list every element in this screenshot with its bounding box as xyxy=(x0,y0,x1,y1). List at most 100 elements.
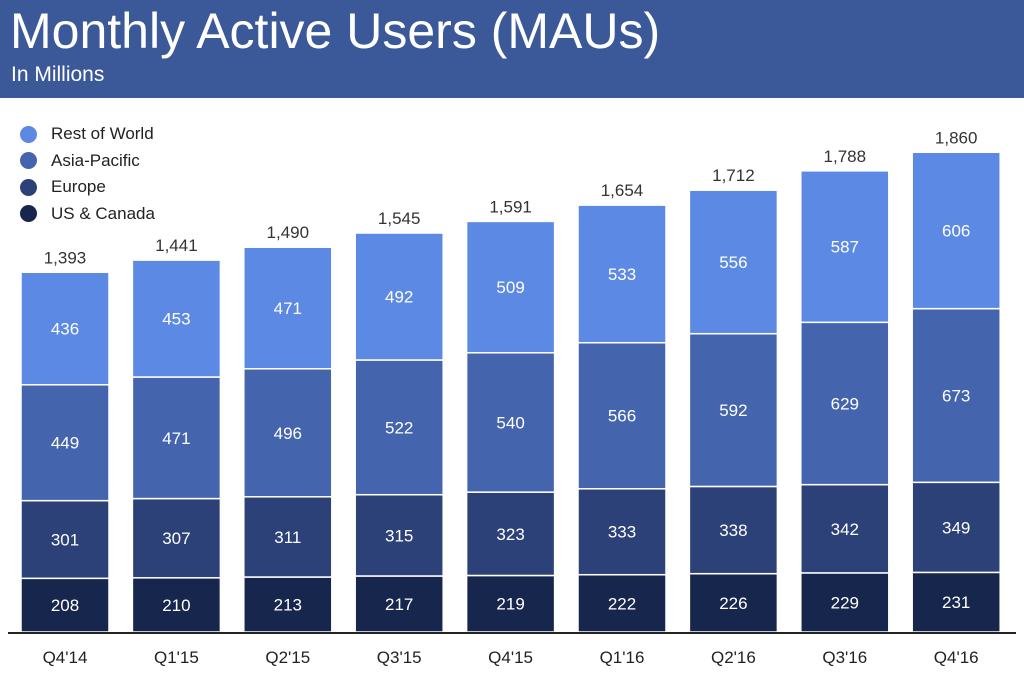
legend-swatch-icon xyxy=(20,205,37,223)
chart-subtitle: In Millions xyxy=(11,63,105,86)
segment-value-label: 471 xyxy=(162,429,190,448)
segment-value-label: 540 xyxy=(496,413,524,432)
x-tick-label: Q1'15 xyxy=(154,648,199,667)
bar-segment xyxy=(800,572,890,633)
bar-segment xyxy=(577,341,667,490)
header-banner: Monthly Active Users (MAUs) In Millions xyxy=(0,0,1024,98)
segment-value-label: 436 xyxy=(51,320,79,339)
legend-label: US & Canada xyxy=(51,203,155,223)
x-tick-label: Q4'15 xyxy=(488,648,533,667)
total-value-label: 1,441 xyxy=(155,236,198,255)
segment-value-label: 556 xyxy=(719,253,747,272)
segment-value-label: 222 xyxy=(608,594,636,613)
bar-segment xyxy=(911,151,1001,310)
segment-value-label: 208 xyxy=(51,596,79,615)
bar-segment xyxy=(243,576,333,633)
segment-value-label: 213 xyxy=(274,596,302,615)
segment-value-label: 471 xyxy=(274,299,302,318)
segment-value-label: 311 xyxy=(274,528,301,547)
bar-segment xyxy=(354,359,444,496)
segment-value-label: 229 xyxy=(831,593,859,612)
segment-value-label: 449 xyxy=(51,434,79,453)
segment-value-label: 533 xyxy=(608,265,636,284)
segment-value-label: 592 xyxy=(719,401,747,420)
legend-item: Europe xyxy=(20,174,155,201)
bar-segment xyxy=(354,493,444,577)
total-value-label: 1,788 xyxy=(824,147,867,166)
segment-value-label: 629 xyxy=(831,394,859,413)
chart-title: Monthly Active Users (MAUs) xyxy=(10,3,661,59)
total-value-label: 1,654 xyxy=(601,181,644,200)
bar-segment xyxy=(800,483,890,574)
x-tick-label: Q2'16 xyxy=(711,648,756,667)
total-value-label: 1,393 xyxy=(44,248,87,267)
bar-segment xyxy=(243,246,333,370)
bar-segment xyxy=(465,574,556,633)
bar-segment xyxy=(911,571,1001,633)
segment-value-label: 522 xyxy=(385,418,413,437)
total-value-label: 1,545 xyxy=(378,209,421,228)
legend-item: US & Canada xyxy=(20,201,155,228)
total-value-label: 1,591 xyxy=(489,197,532,216)
segment-value-label: 338 xyxy=(719,521,747,540)
segment-value-label: 315 xyxy=(385,526,413,545)
bar-segment xyxy=(131,376,222,500)
bar-segment xyxy=(688,485,779,575)
bar-segment xyxy=(911,481,1001,574)
segment-value-label: 323 xyxy=(496,525,524,544)
segment-value-label: 496 xyxy=(274,424,302,443)
bar-segment xyxy=(911,307,1001,484)
segment-value-label: 349 xyxy=(942,518,970,537)
segment-value-label: 231 xyxy=(942,593,970,612)
bar-segment xyxy=(20,499,110,580)
total-value-label: 1,490 xyxy=(267,223,310,242)
legend-swatch-icon xyxy=(20,125,37,143)
segment-value-label: 301 xyxy=(51,530,79,549)
bar-segment xyxy=(688,189,779,335)
bar-segment xyxy=(577,488,667,576)
legend-label: Asia-Pacific xyxy=(51,150,140,170)
legend-swatch-icon xyxy=(20,152,37,170)
bar-segment xyxy=(354,575,444,633)
bar-segment xyxy=(465,220,556,354)
bar-segment xyxy=(688,332,779,488)
total-value-label: 1,860 xyxy=(935,128,978,147)
bar-segment xyxy=(800,170,890,324)
segment-value-label: 307 xyxy=(162,529,190,548)
legend-item: Rest of World xyxy=(20,121,155,148)
segment-value-label: 333 xyxy=(608,523,636,542)
legend-swatch-icon xyxy=(20,178,37,196)
segment-value-label: 587 xyxy=(831,238,859,257)
bar-segment xyxy=(20,577,110,633)
legend-label: Europe xyxy=(51,177,106,197)
segment-value-label: 217 xyxy=(385,595,413,614)
segment-value-label: 210 xyxy=(162,596,190,615)
x-tick-label: Q1'16 xyxy=(600,648,645,667)
legend-item: Asia-Pacific xyxy=(20,148,155,175)
bar-segment xyxy=(131,497,222,579)
x-tick-label: Q2'15 xyxy=(265,648,310,667)
bar-segment xyxy=(465,491,556,577)
bar-segment xyxy=(131,259,222,378)
x-tick-label: Q3'16 xyxy=(822,648,867,667)
segment-value-label: 606 xyxy=(942,221,970,240)
x-tick-label: Q3'15 xyxy=(377,648,422,667)
legend-label: Rest of World xyxy=(51,124,154,144)
segment-value-label: 566 xyxy=(608,407,636,426)
segment-value-label: 219 xyxy=(496,595,524,614)
bar-segment xyxy=(577,204,667,344)
bar-segment xyxy=(800,321,890,486)
segment-value-label: 453 xyxy=(162,310,190,329)
bar-segment xyxy=(243,368,333,498)
segment-value-label: 492 xyxy=(385,288,413,307)
segment-value-label: 342 xyxy=(831,520,859,539)
segment-value-label: 673 xyxy=(942,386,970,405)
bar-segment xyxy=(20,271,110,386)
bar-segment xyxy=(465,352,556,493)
bar-segment xyxy=(688,572,779,633)
total-value-label: 1,712 xyxy=(712,166,755,185)
x-tick-label: Q4'16 xyxy=(934,648,979,667)
segment-value-label: 509 xyxy=(496,278,524,297)
x-tick-label: Q4'14 xyxy=(43,648,88,667)
